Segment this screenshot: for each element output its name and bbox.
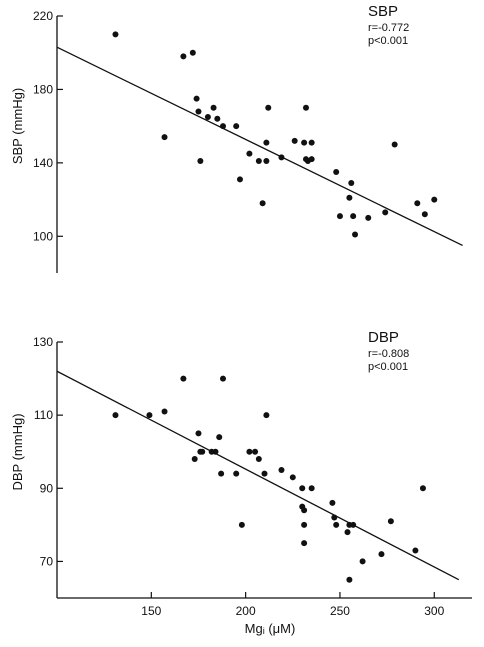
dbp-data-point bbox=[344, 529, 351, 536]
sbp-points bbox=[112, 31, 438, 238]
sbp-data-point bbox=[303, 104, 309, 111]
sbp-data-point bbox=[382, 209, 389, 216]
dbp-data-point bbox=[308, 485, 315, 492]
dbp-data-point bbox=[301, 521, 308, 528]
dbp-r-value: r=-0.808 bbox=[368, 348, 409, 360]
sbp-data-point bbox=[333, 169, 340, 176]
sbp-y-ticks: 100 140 180 220 bbox=[33, 9, 63, 243]
dbp-regression-line bbox=[56, 370, 460, 581]
sbp-data-point bbox=[255, 158, 262, 165]
sbp-data-point bbox=[352, 231, 359, 238]
dbp-data-point bbox=[261, 470, 268, 477]
sbp-data-point bbox=[263, 139, 270, 146]
dbp-x-ticks: 150 200 250 300 bbox=[141, 592, 445, 618]
sbp-data-point bbox=[195, 108, 202, 115]
dbp-data-point bbox=[191, 456, 198, 463]
dbp-data-point bbox=[333, 521, 340, 528]
sbp-data-point bbox=[350, 213, 357, 220]
dbp-y-tick-label: 130 bbox=[33, 335, 53, 349]
sbp-data-point bbox=[193, 95, 200, 102]
dbp-data-point bbox=[246, 448, 253, 455]
sbp-y-tick-label: 100 bbox=[33, 229, 53, 243]
sbp-data-point bbox=[308, 156, 315, 163]
sbp-data-point bbox=[265, 104, 272, 111]
sbp-data-point bbox=[112, 31, 119, 38]
sbp-data-point bbox=[346, 194, 353, 201]
sbp-p-value: p<0.001 bbox=[368, 35, 408, 47]
sbp-data-point bbox=[259, 200, 266, 207]
dbp-data-point bbox=[233, 470, 240, 477]
sbp-data-point bbox=[180, 53, 187, 60]
sbp-data-point bbox=[414, 200, 421, 207]
dbp-data-point bbox=[218, 470, 225, 477]
sbp-data-point bbox=[291, 137, 298, 144]
dbp-data-point bbox=[252, 448, 259, 455]
sbp-data-point bbox=[246, 150, 253, 157]
x-tick-label: 250 bbox=[330, 604, 350, 618]
dbp-data-point bbox=[112, 412, 119, 419]
sbp-data-point bbox=[189, 49, 196, 56]
sbp-data-point bbox=[301, 139, 308, 146]
dbp-data-point bbox=[216, 434, 223, 441]
dbp-y-axis-title: DBP (mmHg) bbox=[10, 413, 25, 490]
sbp-data-point bbox=[365, 214, 372, 221]
dbp-data-point bbox=[346, 576, 353, 583]
sbp-panel-title: SBP bbox=[368, 3, 398, 20]
sbp-data-point bbox=[197, 158, 204, 165]
x-tick-label: 150 bbox=[141, 604, 161, 618]
sbp-data-point bbox=[204, 113, 211, 120]
dbp-data-point bbox=[289, 474, 296, 481]
sbp-data-point bbox=[348, 180, 355, 187]
sbp-data-point bbox=[308, 139, 315, 146]
dbp-data-point bbox=[238, 521, 245, 528]
sbp-data-point bbox=[214, 115, 221, 122]
sbp-y-tick-label: 180 bbox=[33, 82, 53, 96]
dbp-y-tick-label: 90 bbox=[40, 481, 54, 495]
x-axis-title: Mgᵢ (μM) bbox=[245, 621, 296, 636]
dbp-data-point bbox=[419, 485, 426, 492]
dbp-data-point bbox=[195, 430, 202, 437]
dbp-data-point bbox=[180, 375, 187, 382]
dbp-data-point bbox=[161, 408, 168, 415]
dbp-data-point bbox=[329, 499, 336, 506]
dbp-data-point bbox=[263, 412, 270, 419]
dbp-y-tick-label: 70 bbox=[40, 554, 54, 568]
dbp-y-tick-label: 110 bbox=[34, 408, 53, 422]
dbp-data-point bbox=[220, 375, 226, 382]
dbp-y-ticks: 70 90 110 130 bbox=[33, 335, 63, 568]
sbp-data-point bbox=[161, 134, 168, 141]
sbp-regression-line bbox=[56, 46, 463, 247]
dbp-data-point bbox=[359, 558, 366, 565]
dbp-data-point bbox=[378, 551, 385, 558]
dbp-data-point bbox=[301, 540, 308, 547]
sbp-panel: 100 140 180 220 SBP r=-0.772 p<0.001 SBP (m… bbox=[10, 3, 463, 273]
x-tick-label: 200 bbox=[236, 604, 256, 618]
dbp-p-value: p<0.001 bbox=[368, 361, 408, 373]
sbp-data-point bbox=[431, 196, 438, 203]
dbp-data-point bbox=[387, 518, 394, 525]
sbp-data-point bbox=[421, 211, 428, 218]
dbp-panel: 70 90 110 130 150 200 250 300 DBP r=-0.808 p<0… bbox=[10, 329, 472, 636]
sbp-data-point bbox=[236, 176, 243, 183]
x-tick-label: 300 bbox=[424, 604, 444, 618]
sbp-y-tick-label: 220 bbox=[33, 9, 53, 23]
sbp-r-value: r=-0.772 bbox=[368, 22, 409, 34]
dbp-data-point bbox=[301, 507, 308, 514]
sbp-data-point bbox=[336, 213, 343, 220]
dbp-points bbox=[112, 375, 426, 583]
dbp-data-point bbox=[146, 412, 153, 419]
dbp-data-point bbox=[299, 485, 306, 492]
dbp-data-point bbox=[255, 456, 262, 463]
sbp-y-axis-title: SBP (mmHg) bbox=[10, 88, 25, 164]
dbp-data-point bbox=[278, 467, 285, 473]
dbp-panel-title: DBP bbox=[368, 329, 399, 346]
sbp-data-point bbox=[263, 158, 270, 165]
sbp-data-point bbox=[210, 104, 217, 111]
dbp-data-point bbox=[199, 448, 206, 455]
sbp-y-tick-label: 140 bbox=[33, 156, 53, 170]
sbp-data-point bbox=[391, 141, 398, 148]
sbp-data-point bbox=[233, 123, 240, 130]
dbp-data-point bbox=[412, 547, 419, 554]
